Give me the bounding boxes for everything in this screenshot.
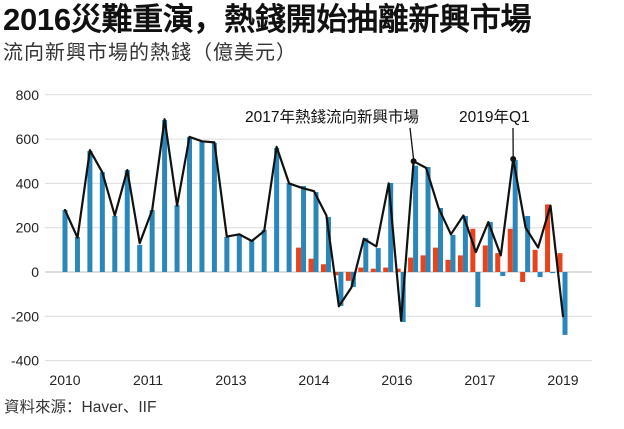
blue-bar — [537, 272, 543, 278]
red-bar — [507, 228, 513, 272]
annotation-2017-dot — [410, 158, 417, 165]
blue-bar — [249, 240, 255, 272]
y-tick-label: 800 — [16, 87, 40, 103]
annotation-2019q1-dot — [510, 156, 517, 163]
red-bar — [395, 268, 401, 272]
red-bar — [482, 245, 488, 272]
annotation-2017-text: 2017年熱錢流向新興市場 — [245, 108, 419, 126]
blue-bar — [450, 235, 456, 272]
blue-bar — [124, 170, 130, 272]
axis-layer: 800 600 400 200 0 -200 -400 2010 2011 2013 2014 201… — [11, 87, 579, 388]
blue-bar — [274, 147, 280, 272]
blue-bar — [550, 272, 556, 274]
x-tick-label: 2013 — [215, 372, 246, 388]
x-tick-label: 2011 — [133, 372, 163, 388]
chart-subtitle: 流向新興市場的熱錢（億美元） — [3, 42, 297, 64]
y-tick-label: -400 — [11, 353, 39, 369]
blue-bar — [112, 215, 118, 272]
chart-source: 資料來源：Haver、IIF — [4, 399, 157, 416]
red-bar — [457, 255, 463, 272]
blue-bar — [74, 237, 80, 272]
red-bar — [320, 264, 326, 272]
blue-bar — [562, 272, 568, 335]
blue-bar — [425, 167, 431, 272]
red-bar — [520, 272, 526, 282]
blue-bar — [236, 233, 242, 272]
blue-bar — [286, 182, 292, 272]
red-bar — [370, 268, 376, 272]
y-tick-label: -200 — [11, 308, 39, 324]
x-tick-label: 2010 — [49, 372, 80, 388]
chart-title: 2016災難重演，熱錢開始抽離新興市場 — [3, 2, 532, 37]
red-bar — [296, 247, 302, 272]
blue-bar — [137, 244, 143, 272]
red-bar — [358, 267, 364, 272]
red-bar — [308, 258, 314, 272]
blue-bar — [375, 248, 381, 272]
annotation-2017-leader — [409, 127, 415, 160]
blue-bar — [363, 238, 369, 272]
blue-bar — [438, 207, 443, 272]
red-bar — [383, 267, 389, 272]
red-bar — [333, 272, 339, 276]
bar-layer — [62, 120, 568, 335]
line-layer — [63, 118, 565, 322]
red-bar — [495, 253, 501, 272]
x-tick-label: 2019 — [547, 372, 578, 388]
blue-bar — [162, 120, 168, 273]
y-tick-label: 200 — [16, 220, 40, 236]
y-tick-label: 0 — [31, 264, 39, 280]
blue-bar — [500, 272, 506, 276]
y-tick-label: 400 — [16, 175, 40, 191]
blue-bar — [211, 143, 217, 272]
annotation-layer: 2017年熱錢流向新興市場 2019年Q1 — [245, 108, 530, 165]
red-bar — [470, 228, 476, 272]
blue-bar — [525, 215, 531, 272]
blue-bar — [199, 141, 205, 272]
blue-bar — [338, 272, 344, 306]
x-tick-label: 2017 — [464, 372, 495, 388]
blue-bar — [187, 137, 192, 272]
blue-bar — [413, 165, 419, 272]
blue-bar — [388, 182, 394, 272]
blue-bar — [62, 209, 68, 272]
red-bar — [408, 257, 414, 272]
red-bar — [545, 204, 551, 272]
blue-bar — [99, 172, 105, 272]
red-bar — [532, 249, 538, 272]
blue-bar — [301, 186, 307, 272]
y-tick-label: 600 — [16, 131, 40, 147]
red-bar — [433, 247, 438, 272]
blue-bar — [475, 272, 481, 307]
blue-bar — [325, 217, 331, 272]
blue-bar — [487, 221, 493, 272]
red-bar — [557, 253, 563, 272]
blue-bar — [87, 151, 93, 272]
blue-bar — [224, 237, 230, 272]
red-bar — [345, 272, 351, 281]
x-tick-label: 2014 — [298, 372, 329, 388]
annotation-2019q1-text: 2019年Q1 — [459, 108, 530, 126]
x-tick-label: 2016 — [381, 372, 412, 388]
blue-bar — [313, 192, 319, 272]
blue-bar — [174, 205, 180, 272]
blue-bar — [512, 160, 518, 272]
red-bar — [445, 259, 451, 272]
blue-bar — [261, 229, 267, 272]
red-bar — [420, 255, 426, 272]
blue-bar — [149, 209, 155, 272]
blue-bar — [462, 215, 468, 272]
total-line — [63, 118, 565, 322]
